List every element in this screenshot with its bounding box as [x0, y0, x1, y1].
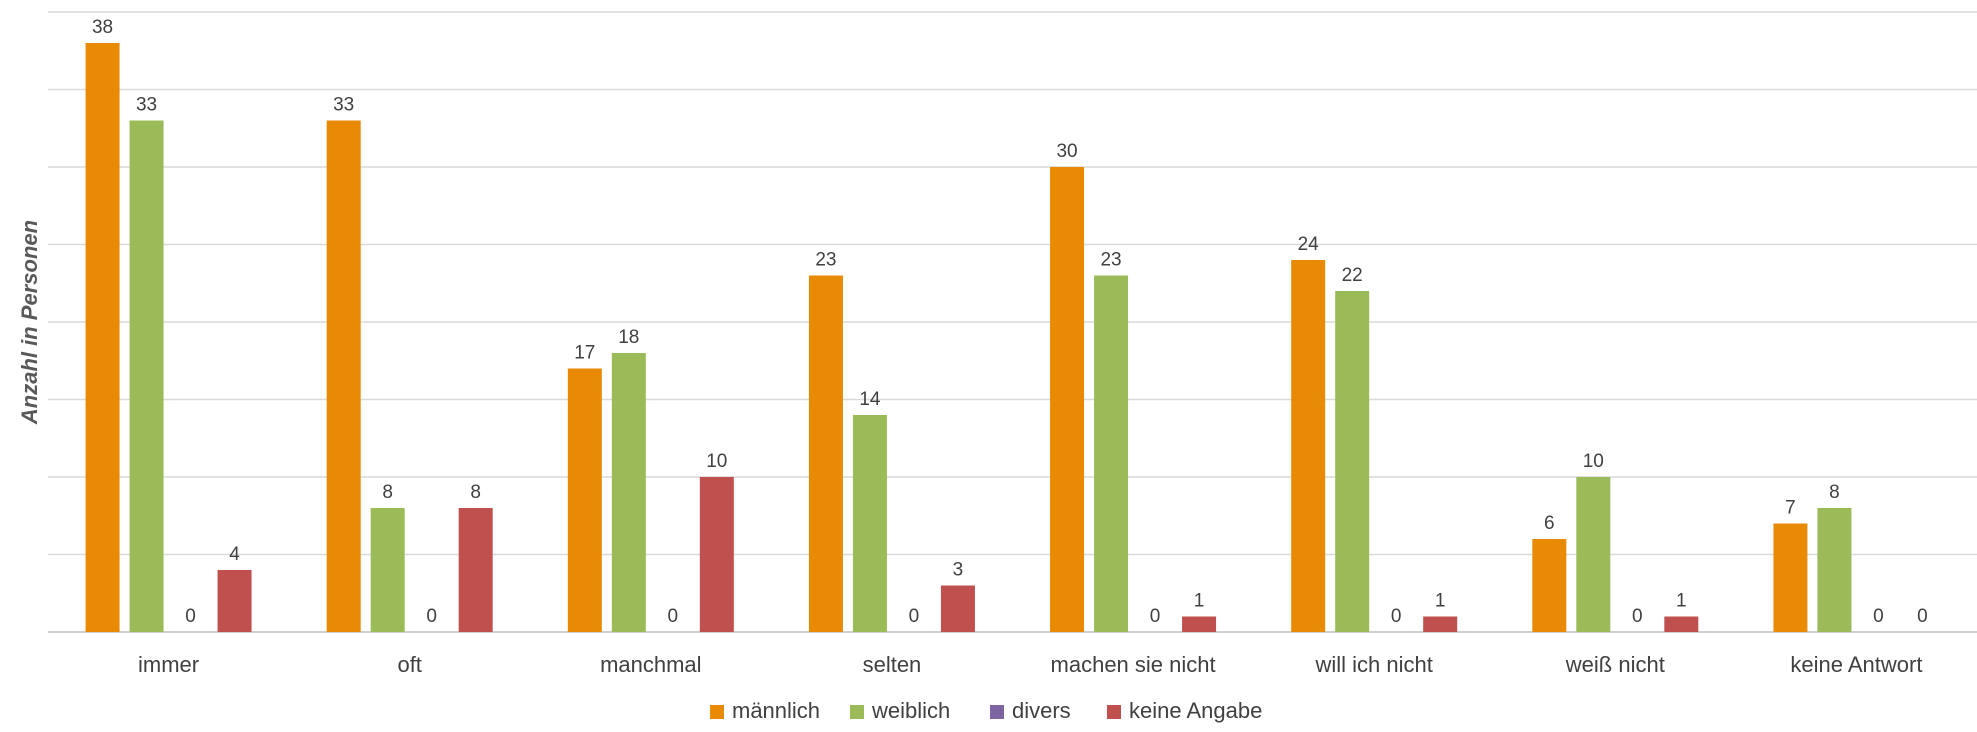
- bar-0-4: [1050, 167, 1085, 632]
- gridlines: [48, 11, 1977, 633]
- legend-label: divers: [1012, 698, 1071, 723]
- data-label: 0: [426, 606, 437, 627]
- legend-label: weiblich: [871, 698, 950, 723]
- data-label: 23: [1100, 250, 1121, 271]
- legend-label: männlich: [732, 698, 820, 723]
- data-label: 7: [1785, 498, 1796, 519]
- data-label: 0: [909, 606, 920, 627]
- bar-3-6: [1664, 616, 1699, 632]
- x-tick-label: immer: [138, 652, 199, 677]
- bar-1-1: [370, 508, 405, 632]
- bar-1-6: [1576, 477, 1611, 632]
- x-axis-tick-labels: immer oft manchmal selten machen sie nicht wi…: [138, 652, 1922, 677]
- bar-0-5: [1291, 260, 1326, 632]
- data-label: 1: [1435, 591, 1446, 612]
- data-label: 4: [229, 544, 240, 565]
- data-label: 10: [1583, 451, 1604, 472]
- x-tick-label: oft: [397, 652, 421, 677]
- bar-1-7: [1817, 508, 1852, 632]
- bars: [85, 43, 1852, 632]
- bar-0-1: [326, 120, 361, 632]
- bar-3-4: [1182, 616, 1217, 632]
- data-label: 1: [1676, 591, 1687, 612]
- data-label: 0: [668, 606, 679, 627]
- x-tick-label: manchmal: [600, 652, 701, 677]
- legend-swatch: [1107, 705, 1121, 719]
- data-label: 30: [1056, 141, 1077, 162]
- data-label: 17: [574, 343, 595, 364]
- bar-1-2: [611, 353, 646, 632]
- x-tick-label: keine Antwort: [1790, 652, 1922, 677]
- data-label: 33: [333, 95, 354, 116]
- bar-3-3: [940, 585, 975, 632]
- bar-0-3: [808, 275, 843, 632]
- data-label: 23: [815, 250, 836, 271]
- data-label: 8: [1829, 482, 1840, 503]
- bar-1-5: [1335, 291, 1370, 632]
- data-label: 8: [470, 482, 481, 503]
- bar-0-7: [1773, 523, 1808, 632]
- data-label: 22: [1342, 265, 1363, 286]
- legend-label: keine Angabe: [1129, 698, 1262, 723]
- data-label: 6: [1544, 513, 1555, 534]
- legend-swatch: [710, 705, 724, 719]
- data-label: 1: [1194, 591, 1205, 612]
- data-label: 10: [706, 451, 727, 472]
- bar-3-0: [217, 570, 252, 632]
- data-label: 14: [859, 389, 881, 410]
- data-label: 38: [92, 17, 113, 38]
- data-label: 8: [382, 482, 393, 503]
- legend-swatch: [850, 705, 864, 719]
- data-label: 24: [1298, 234, 1320, 255]
- data-label: 0: [1873, 606, 1884, 627]
- bar-3-1: [458, 508, 493, 632]
- data-label: 0: [1917, 606, 1928, 627]
- legend-swatch: [990, 705, 1004, 719]
- y-axis-label: Anzahl in Personen: [17, 220, 42, 425]
- bar-1-4: [1094, 275, 1129, 632]
- data-label: 0: [1632, 606, 1643, 627]
- data-label: 33: [136, 95, 157, 116]
- bar-0-2: [567, 368, 602, 632]
- data-label: 3: [953, 560, 964, 581]
- data-labels: 3833043380817180102314033023012422016100…: [92, 17, 1928, 627]
- x-tick-label: selten: [863, 652, 922, 677]
- bar-3-5: [1423, 616, 1458, 632]
- bar-1-3: [852, 415, 887, 632]
- bar-0-0: [85, 43, 120, 632]
- data-label: 0: [1150, 606, 1161, 627]
- x-tick-label: weiß nicht: [1565, 652, 1665, 677]
- data-label: 0: [1391, 606, 1402, 627]
- bar-0-6: [1532, 539, 1567, 632]
- bar-3-2: [699, 477, 734, 632]
- x-tick-label: machen sie nicht: [1051, 652, 1216, 677]
- bar-1-0: [129, 120, 164, 632]
- x-tick-label: will ich nicht: [1315, 652, 1433, 677]
- data-label: 18: [618, 327, 639, 348]
- data-label: 0: [185, 606, 196, 627]
- legend: männlich weiblich divers keine Angabe: [710, 698, 1262, 723]
